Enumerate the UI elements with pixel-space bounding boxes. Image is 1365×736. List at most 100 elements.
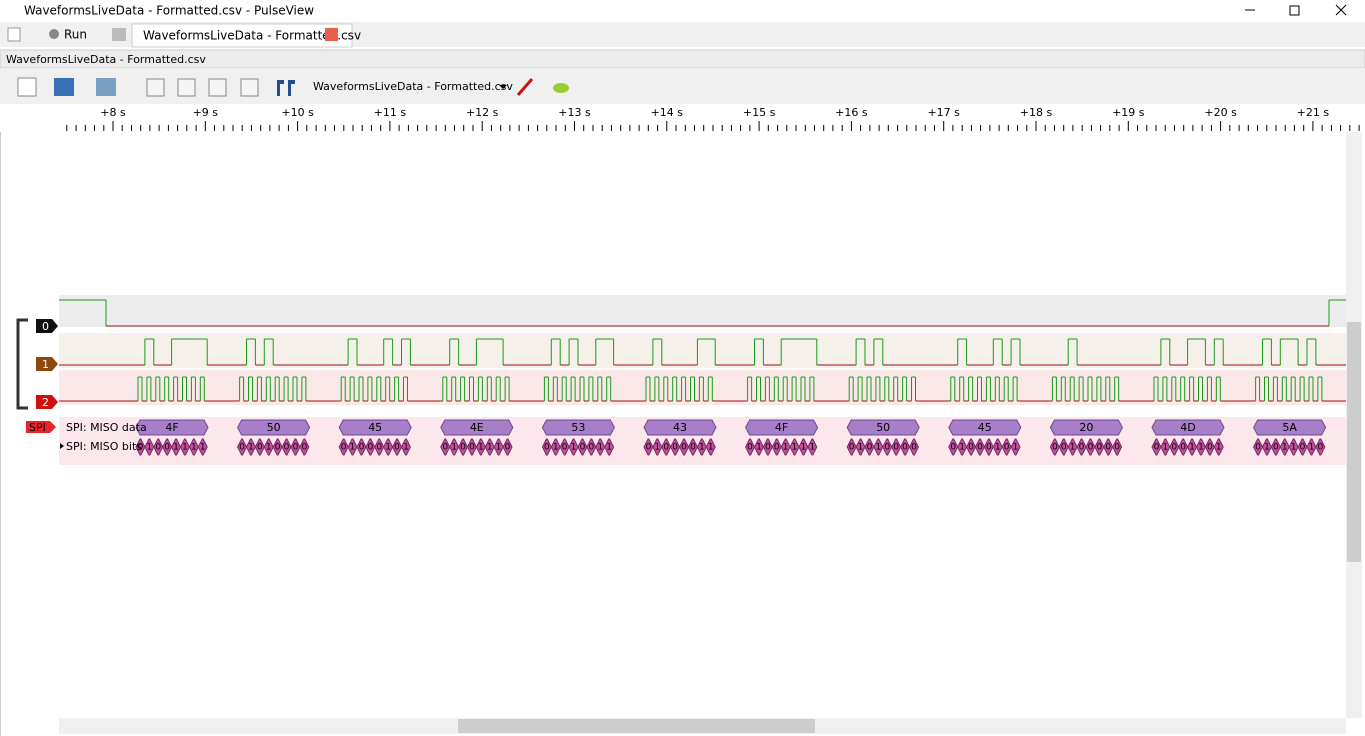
ruler-label: +12 s [466, 106, 499, 119]
ch0-tag[interactable] [36, 319, 58, 333]
decoded-bit-label: 1 [1309, 443, 1315, 453]
title-bar [0, 0, 1365, 22]
tab-label[interactable]: WaveformsLiveData - Formatted.csv [143, 29, 361, 43]
decoded-bit-label: 0 [275, 443, 281, 453]
zoom-out[interactable] [177, 78, 196, 97]
decoded-byte-label: 50 [267, 421, 281, 434]
decoded-bit-label: 0 [469, 443, 475, 453]
decoded-bit-label: 0 [1004, 443, 1010, 453]
ch1-tag[interactable] [36, 357, 58, 371]
decoder-row-label: SPI: MISO bits [66, 440, 142, 453]
decoded-bit-label: 1 [699, 443, 705, 453]
decoded-byte [1253, 419, 1327, 436]
decoded-bit-label: 1 [809, 443, 815, 453]
decoded-bit-label: 0 [986, 443, 992, 453]
toolbar-new[interactable] [17, 77, 37, 97]
decoded-bit-label: 0 [155, 443, 161, 453]
decoded-bit-label: 0 [376, 443, 382, 453]
decoders[interactable] [553, 83, 569, 93]
decoded-bit [705, 438, 716, 456]
toolbar [0, 68, 1365, 104]
decoded-bit-label: 0 [747, 443, 753, 453]
probe-config[interactable] [516, 78, 534, 96]
decoded-bit-label: 1 [248, 443, 254, 453]
spi-label[interactable]: SPI [29, 421, 46, 434]
decoded-byte [135, 419, 209, 436]
zoom-fit[interactable] [208, 78, 227, 97]
decoded-bit-label: 1 [606, 443, 612, 453]
ch2-tag[interactable] [36, 395, 58, 409]
decoded-bit [1112, 438, 1123, 456]
decoded-bit-label: 0 [562, 443, 568, 453]
ruler-label: +10 s [281, 106, 314, 119]
ruler-label: +9 s [193, 106, 219, 119]
decoded-byte-label: 50 [876, 421, 890, 434]
decoded-bit-label: 1 [385, 443, 391, 453]
decoded-bit-label: 1 [478, 443, 484, 453]
decoded-bit-label: 1 [597, 443, 603, 453]
run-button[interactable]: Run [64, 28, 87, 42]
v-scroll-thumb[interactable] [1347, 322, 1361, 562]
decoded-bit-label: 0 [849, 443, 855, 453]
new-button[interactable] [7, 27, 21, 42]
ch1-label[interactable]: 1 [42, 358, 49, 371]
decoded-bit-label: 0 [911, 443, 917, 453]
decoded-bit-label: 0 [884, 443, 890, 453]
ch0-label[interactable]: 0 [42, 320, 49, 333]
cursors[interactable] [277, 80, 295, 96]
decoded-bit-label: 0 [1088, 443, 1094, 453]
decoded-bit-label: 0 [138, 443, 144, 453]
ch1-band [59, 333, 1346, 368]
close[interactable] [1335, 4, 1347, 16]
decoded-bit-label: 0 [293, 443, 299, 453]
ruler-label: +18 s [1020, 106, 1053, 119]
decoded-byte [541, 419, 615, 436]
decoded-bit-label: 0 [977, 443, 983, 453]
decoded-bit [604, 438, 615, 456]
ch2-label[interactable]: 2 [42, 396, 49, 409]
ruler-label: +14 s [651, 106, 684, 119]
zoom-in[interactable] [146, 78, 165, 97]
decoded-byte [338, 419, 412, 436]
decoded-bit-label: 1 [571, 443, 577, 453]
decoded-bit-label: 0 [284, 443, 290, 453]
decoded-byte-label: 4F [775, 421, 788, 434]
device-arrow[interactable] [499, 85, 507, 89]
h-scroll-thumb[interactable] [458, 719, 815, 733]
spi-tag[interactable] [26, 421, 56, 433]
maximize[interactable] [1289, 5, 1300, 16]
decoded-bit-label: 1 [487, 443, 493, 453]
decoded-bit-label: 1 [708, 443, 714, 453]
decoded-bit-label: 0 [505, 443, 511, 453]
decoded-bit-label: 0 [1273, 443, 1279, 453]
decoded-bit-label: 0 [1300, 443, 1306, 453]
decoded-bit-label: 1 [146, 443, 152, 453]
tab[interactable] [131, 23, 353, 48]
run-icon[interactable] [49, 29, 59, 39]
decoded-bit-label: 0 [690, 443, 696, 453]
decoded-byte-label: 45 [368, 421, 382, 434]
toolbar-save[interactable] [96, 78, 116, 96]
ruler-ticks: +8 s +9 s +10 s +11 s +12 s +13 s +14 s +15 s +1… [66, 106, 1360, 131]
settings-button[interactable] [112, 28, 126, 41]
decoded-byte-label: 45 [978, 421, 992, 434]
decoded-bit-label: 1 [1189, 443, 1195, 453]
decoded-bit-label: 0 [257, 443, 263, 453]
expand-arrow[interactable] [60, 443, 64, 449]
device-select[interactable]: WaveformsLiveData - Formatted.csv [313, 80, 513, 93]
zoom-one[interactable] [240, 78, 259, 97]
decoded-bit-label: 0 [239, 443, 245, 453]
decoded-bit [502, 438, 513, 456]
ruler-label: +19 s [1112, 106, 1145, 119]
decoded-byte [1049, 419, 1123, 436]
toolbar-open[interactable] [54, 78, 74, 96]
decoded-bit-label: 0 [164, 443, 170, 453]
decoded-bit-label: 0 [460, 443, 466, 453]
tab-close[interactable] [325, 28, 338, 41]
ruler-label: +21 s [1297, 106, 1330, 119]
decoded-byte [948, 419, 1022, 436]
decoded-bit-label: 1 [451, 443, 457, 453]
ruler-label: +11 s [374, 106, 407, 119]
decoded-byte-label: 4E [470, 421, 484, 434]
